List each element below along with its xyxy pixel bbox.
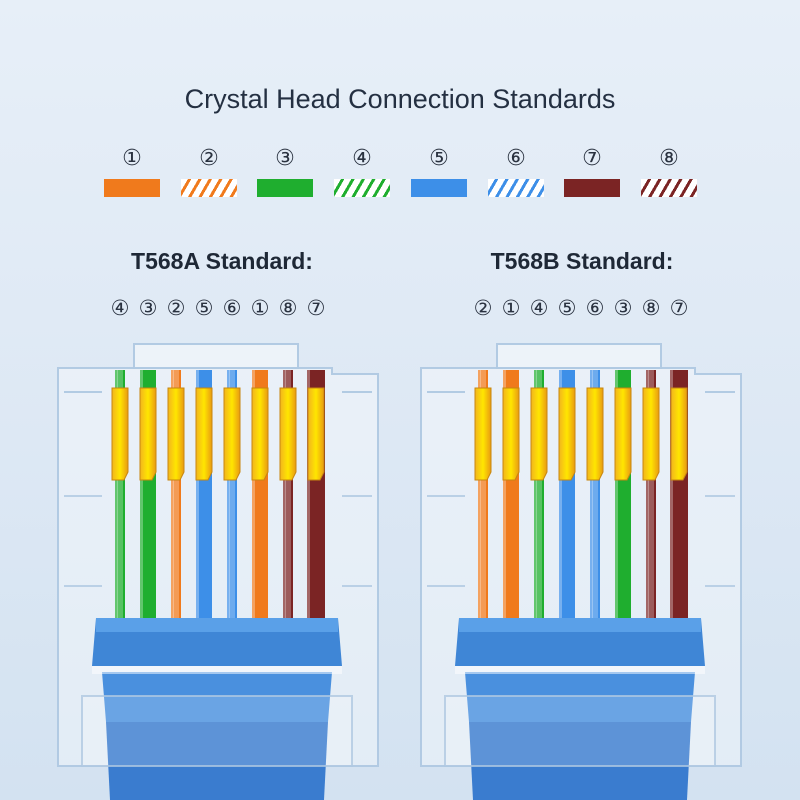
legend-number: ① <box>122 146 142 171</box>
legend-number: ② <box>199 146 219 171</box>
pin-number-label: ⑦ <box>306 296 326 320</box>
pin-number-label: ④ <box>529 296 549 320</box>
wire-3 <box>534 370 544 620</box>
gold-contact-5 <box>223 387 241 481</box>
gold-contact-7 <box>642 387 660 481</box>
pin-number-label: ③ <box>138 296 158 320</box>
legend-number: ④ <box>352 146 372 171</box>
pin-number-label: ⑥ <box>222 296 242 320</box>
legend-number: ⑦ <box>582 146 602 171</box>
pin-number-label: ⑤ <box>557 296 577 320</box>
wire-7 <box>646 370 656 620</box>
legend-number: ③ <box>275 146 295 171</box>
wire-5 <box>227 370 237 620</box>
pin-number-label: ⑧ <box>641 296 661 320</box>
wire-1 <box>478 370 488 620</box>
legend-item-1: ① <box>104 146 164 202</box>
gold-contact-1 <box>474 387 492 481</box>
legend-item-2: ② <box>181 146 241 202</box>
legend-item-8: ⑧ <box>641 146 701 202</box>
pin-number-label: ④ <box>110 296 130 320</box>
pin-number-label: ⑥ <box>585 296 605 320</box>
legend-item-6: ⑥ <box>488 146 548 202</box>
gold-contact-4 <box>195 387 213 481</box>
legend-number: ⑤ <box>429 146 449 171</box>
legend-item-5: ⑤ <box>411 146 471 202</box>
gold-contact-8 <box>307 387 325 481</box>
wire-7 <box>283 370 293 620</box>
gold-contact-5 <box>586 387 604 481</box>
wire-swatch-icon <box>257 179 313 197</box>
page-title: Crystal Head Connection Standards <box>184 84 616 114</box>
wire-swatch-icon <box>104 179 160 197</box>
gold-contact-4 <box>558 387 576 481</box>
wire-swatch-icon <box>641 179 697 197</box>
wire-1 <box>115 370 125 620</box>
legend-item-4: ④ <box>334 146 394 202</box>
legend-item-7: ⑦ <box>564 146 624 202</box>
wire-swatch-icon <box>334 179 390 197</box>
legend-number: ⑥ <box>506 146 526 171</box>
cable-boot <box>81 618 353 800</box>
t568a-label: T568A Standard: <box>131 248 313 274</box>
wire-swatch-icon <box>181 179 237 197</box>
gold-contact-3 <box>530 387 548 481</box>
gold-contact-2 <box>502 387 520 481</box>
gold-contact-6 <box>614 387 632 481</box>
pin-number-label: ⑤ <box>194 296 214 320</box>
t568b-label: T568B Standard: <box>490 248 674 274</box>
pin-number-label: ① <box>250 296 270 320</box>
pin-number-label: ⑧ <box>278 296 298 320</box>
pin-number-label: ② <box>473 296 493 320</box>
gold-contact-3 <box>167 387 185 481</box>
wire-3 <box>171 370 181 620</box>
color-legend: ① ② ③ ④ ⑤ ⑥ ⑦ ⑧ <box>0 146 800 202</box>
legend-number: ⑧ <box>659 146 679 171</box>
gold-contact-1 <box>111 387 129 481</box>
gold-contact-6 <box>251 387 269 481</box>
gold-contact-2 <box>139 387 157 481</box>
wire-5 <box>590 370 600 620</box>
pin-number-label: ② <box>166 296 186 320</box>
legend-item-3: ③ <box>257 146 317 202</box>
gold-contact-8 <box>670 387 688 481</box>
wire-swatch-icon <box>564 179 620 197</box>
pin-number-label: ③ <box>613 296 633 320</box>
pin-number-label: ⑦ <box>669 296 689 320</box>
cable-boot <box>444 618 716 800</box>
wire-swatch-icon <box>411 179 467 197</box>
gold-contact-7 <box>279 387 297 481</box>
wire-swatch-icon <box>488 179 544 197</box>
pin-number-label: ① <box>501 296 521 320</box>
